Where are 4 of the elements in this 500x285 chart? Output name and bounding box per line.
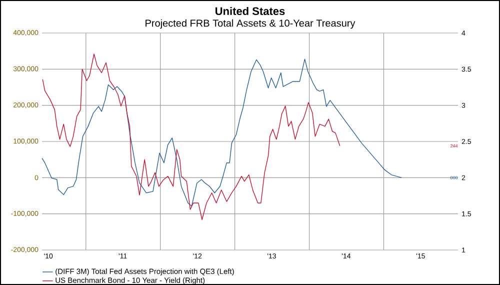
line-series: [42, 58, 402, 207]
line-series: [42, 54, 340, 220]
chart-subtitle: Projected FRB Total Assets & 10-Year Treasury: [146, 19, 356, 29]
chart-title: United States: [216, 6, 285, 16]
